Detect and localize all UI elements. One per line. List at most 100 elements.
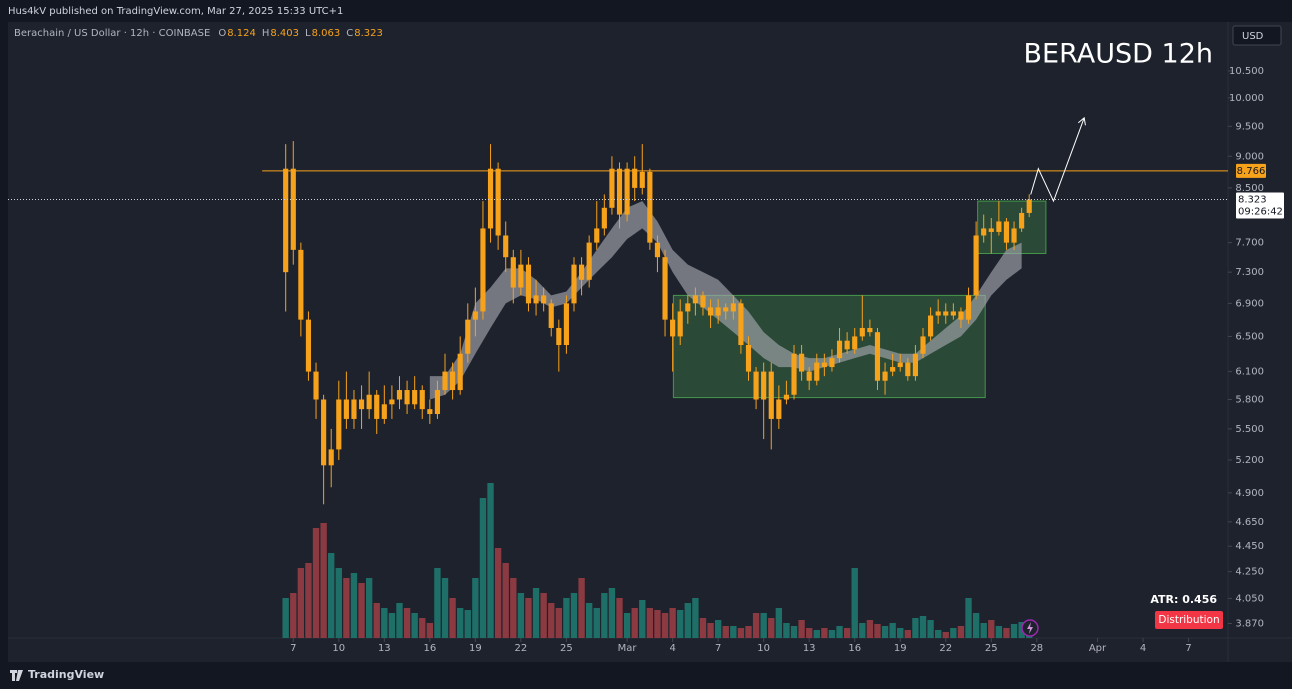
y-tick-label: 5.500 xyxy=(1235,424,1264,435)
candle-body xyxy=(639,171,645,188)
y-tick-label: 5.800 xyxy=(1235,395,1264,406)
volume-bar xyxy=(555,608,563,638)
candle-body xyxy=(836,340,843,359)
candle-body xyxy=(950,311,956,316)
candle-body xyxy=(624,168,630,215)
volume-bar xyxy=(631,608,638,638)
volume-bar xyxy=(639,600,646,638)
x-tick-label: Mar xyxy=(618,643,638,654)
volume-bar xyxy=(585,603,593,638)
candle-body xyxy=(381,404,387,419)
resistance-label-bg xyxy=(1236,163,1266,178)
candle-body xyxy=(928,315,934,337)
volume-bar xyxy=(950,628,957,638)
candle-body xyxy=(958,311,964,320)
volume-bar xyxy=(965,598,972,638)
x-tick-label: 22 xyxy=(515,643,528,654)
candle-body xyxy=(472,311,478,320)
volume-bar xyxy=(426,623,434,638)
volume-bar xyxy=(623,613,631,638)
candle-body xyxy=(768,371,774,419)
volume-bar xyxy=(972,613,980,638)
candle-body xyxy=(609,168,615,208)
volume-bar xyxy=(388,613,396,638)
candle-body xyxy=(586,242,592,280)
volume-bar xyxy=(957,626,965,638)
candle-body xyxy=(677,311,683,337)
candle-body xyxy=(1011,228,1017,243)
volume-bar xyxy=(472,578,479,638)
candle-body xyxy=(647,171,653,243)
volume-bar xyxy=(760,613,767,638)
candle-body xyxy=(761,371,767,400)
candle-body xyxy=(745,345,752,372)
currency-button[interactable] xyxy=(1232,25,1282,46)
atr-text: ATR: 0.456 xyxy=(1150,593,1217,606)
y-tick-label: 8.500 xyxy=(1235,183,1264,194)
candle-body xyxy=(1026,199,1032,213)
candle-body xyxy=(616,168,623,215)
volume-bar xyxy=(419,618,426,638)
alert-icon-bolt xyxy=(1027,622,1033,634)
candle-body xyxy=(776,399,782,419)
volume-bar xyxy=(312,528,320,638)
x-tick-label: 10 xyxy=(332,643,345,654)
candle-body xyxy=(905,362,911,377)
candle-body xyxy=(594,228,600,243)
volume-bar xyxy=(457,608,464,638)
badge-background xyxy=(1155,611,1223,629)
x-tick-label: 19 xyxy=(894,643,907,654)
candle-body xyxy=(783,394,790,400)
legend-ohlc-label: H xyxy=(262,28,270,39)
candle-body xyxy=(912,353,918,377)
candle-body xyxy=(358,399,365,410)
volume-bar xyxy=(608,588,616,638)
y-tick-label: 6.900 xyxy=(1235,298,1264,309)
volume-bar xyxy=(714,620,722,638)
candle-body xyxy=(935,311,941,316)
volume-bar xyxy=(328,553,335,638)
volume-bar xyxy=(783,623,790,638)
volume-bar xyxy=(297,568,305,638)
volume-bar xyxy=(692,598,699,638)
volume-bar xyxy=(381,608,388,638)
currency[interactable]: USD xyxy=(1242,31,1264,42)
candle-body xyxy=(563,303,569,346)
x-tick-label: 16 xyxy=(848,643,861,654)
resistance-label: 8.766 xyxy=(1237,166,1266,177)
candle-body xyxy=(336,399,342,450)
volume-bar xyxy=(904,630,912,638)
x-tick-label: 22 xyxy=(939,643,952,654)
countdown: 09:26:42 xyxy=(1238,207,1283,218)
candle-body xyxy=(434,390,441,415)
brand-logo xyxy=(10,670,23,681)
candle-body xyxy=(852,336,858,350)
candle-body xyxy=(495,168,501,236)
atr-label: ATR: xyxy=(1150,593,1178,606)
candle-body xyxy=(799,353,805,372)
ema-cloud xyxy=(429,201,1022,400)
candle-body xyxy=(404,390,410,405)
y-tick-label: 6.500 xyxy=(1235,331,1264,342)
brand: TradingView xyxy=(28,668,104,681)
x-tick-label: 10 xyxy=(757,643,770,654)
volume-bar xyxy=(335,568,342,638)
plot-area xyxy=(8,119,1228,638)
last-price-label-bg xyxy=(1236,192,1284,219)
candle-body xyxy=(920,336,926,354)
x-tick-label: 16 xyxy=(423,643,436,654)
volume-bar xyxy=(889,623,896,638)
candle-body xyxy=(730,303,736,312)
candle-body xyxy=(791,353,797,395)
candle-body xyxy=(457,353,463,391)
candle-body xyxy=(503,235,509,258)
volume-bar xyxy=(578,578,585,638)
x-tick-label: 7 xyxy=(1185,643,1191,654)
volume-bar xyxy=(722,626,729,638)
candle-body xyxy=(480,228,486,312)
volume-bar xyxy=(517,593,525,638)
volume-bar xyxy=(593,608,600,638)
candle-body xyxy=(487,168,494,229)
volume-bar xyxy=(449,598,456,638)
volume-bar xyxy=(730,626,737,638)
